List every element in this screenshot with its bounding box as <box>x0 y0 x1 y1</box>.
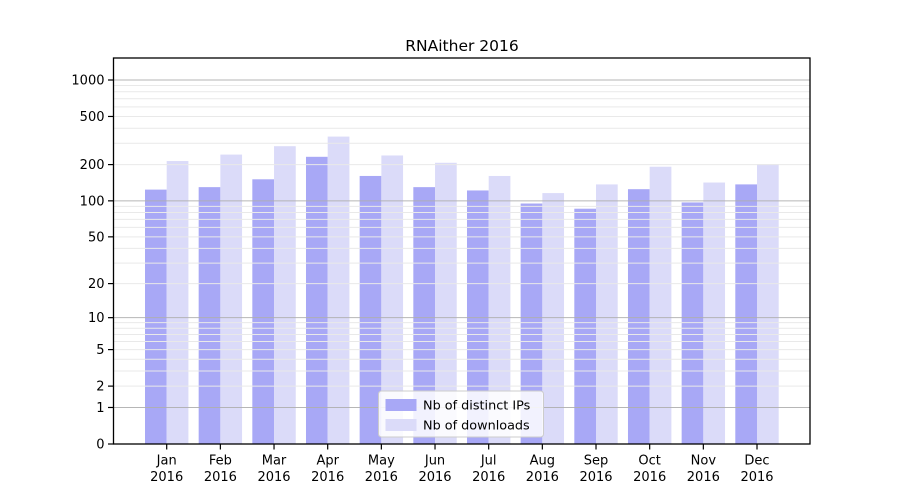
x-tick-label-month: Jun <box>424 454 445 469</box>
y-tick-label: 0 <box>96 438 104 453</box>
axes-frame-layer <box>108 57 811 450</box>
bar-distinct-ips-aug <box>520 203 543 444</box>
bar-distinct-ips-sep <box>574 208 597 444</box>
bar-downloads-jun <box>435 162 457 444</box>
x-tick-label-month: Mar <box>262 454 287 469</box>
bar-distinct-ips-jun <box>413 187 436 444</box>
x-tick-label-year: 2016 <box>687 470 720 485</box>
legend-swatch-downloads <box>385 419 417 431</box>
tick-labels-layer: 01251020501002005001000Jan2016Feb2016Mar… <box>71 74 773 486</box>
legend: Nb of distinct IPs Nb of downloads <box>378 390 544 438</box>
x-tick-label-year: 2016 <box>472 470 505 485</box>
bar-downloads-feb <box>220 154 243 444</box>
x-tick-label-year: 2016 <box>204 470 237 485</box>
x-tick-label-year: 2016 <box>740 470 773 485</box>
bar-distinct-ips-apr <box>305 156 328 444</box>
x-tick-label-month: Aug <box>530 454 555 469</box>
bar-downloads-jan <box>166 161 189 445</box>
y-tick-label: 5 <box>96 343 104 358</box>
legend-box <box>378 390 544 438</box>
x-tick-label-month: Sep <box>584 454 609 469</box>
bar-distinct-ips-mar <box>252 179 275 445</box>
bar-downloads-oct <box>649 166 672 444</box>
x-tick-label-year: 2016 <box>257 470 290 485</box>
bar-downloads-dec <box>757 164 779 444</box>
y-tick-label: 500 <box>80 110 105 125</box>
bar-downloads-mar <box>274 146 296 444</box>
legend-swatch-distinct-ips <box>385 399 417 411</box>
x-tick-label-month: Feb <box>209 454 232 469</box>
bar-downloads-aug <box>542 193 565 444</box>
bar-downloads-sep <box>596 184 618 444</box>
y-tick-label: 10 <box>88 311 105 326</box>
bar-distinct-ips-dec <box>735 184 758 444</box>
y-tick-label: 1 <box>96 401 104 416</box>
y-tick-label: 2 <box>96 380 104 395</box>
x-tick-label-month: Nov <box>691 454 717 469</box>
x-tick-label-year: 2016 <box>526 470 559 485</box>
x-tick-label-month: Jul <box>480 454 497 469</box>
x-tick-label-month: May <box>368 454 395 469</box>
legend-label-distinct-ips: Nb of distinct IPs <box>423 399 531 414</box>
x-tick-label-year: 2016 <box>579 470 612 485</box>
x-tick-label-year: 2016 <box>311 470 344 485</box>
bar-downloads-nov <box>703 182 726 444</box>
y-tick-label: 50 <box>88 230 105 245</box>
y-tick-label: 1000 <box>71 74 104 89</box>
x-tick-label-month: Dec <box>744 454 769 469</box>
x-tick-label-year: 2016 <box>365 470 398 485</box>
x-tick-label-month: Apr <box>316 454 339 469</box>
x-tick-label-year: 2016 <box>633 470 666 485</box>
bars-layer <box>145 136 779 445</box>
x-tick-label-month: Jan <box>156 454 177 469</box>
legend-label-downloads: Nb of downloads <box>423 419 530 434</box>
grid-layer <box>113 79 810 408</box>
chart-title: RNAither 2016 <box>405 37 518 55</box>
y-tick-label: 200 <box>80 158 105 173</box>
bar-downloads-apr <box>327 136 350 444</box>
bar-distinct-ips-oct <box>627 189 650 444</box>
x-tick-label-year: 2016 <box>150 470 183 485</box>
y-tick-label: 100 <box>80 194 105 209</box>
y-tick-label: 20 <box>88 277 105 292</box>
plot-frame <box>112 57 811 445</box>
x-tick-label-month: Oct <box>638 454 660 469</box>
bar-distinct-ips-jan <box>145 189 167 444</box>
bar-distinct-ips-may <box>359 175 382 444</box>
bar-downloads-jul <box>488 175 511 444</box>
bar-distinct-ips-feb <box>198 187 221 444</box>
x-tick-label-year: 2016 <box>418 470 451 485</box>
